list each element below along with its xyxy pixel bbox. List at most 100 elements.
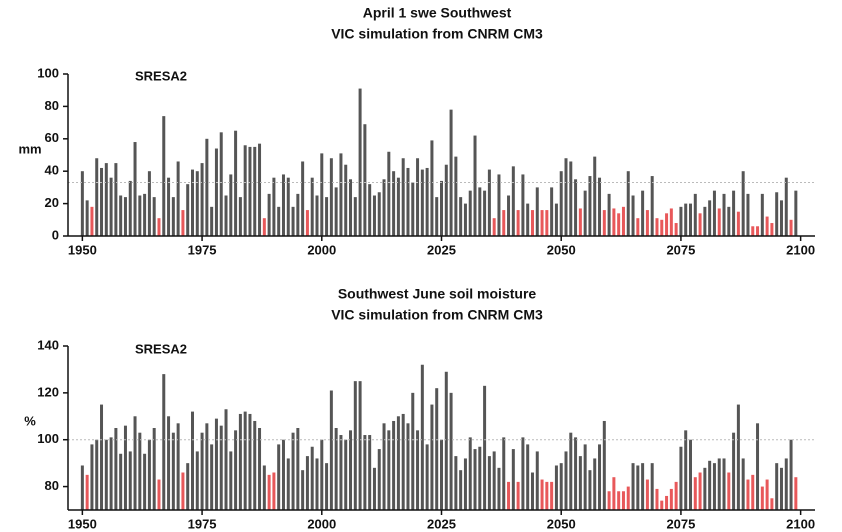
- bar: [349, 179, 353, 236]
- bar: [329, 158, 333, 236]
- bar: [277, 444, 281, 510]
- bar: [679, 206, 683, 236]
- bar: [540, 210, 544, 236]
- bar: [530, 472, 534, 510]
- bar: [703, 206, 707, 236]
- bar: [617, 491, 621, 510]
- bar: [210, 206, 214, 236]
- bar: [147, 439, 151, 510]
- bar: [171, 432, 175, 510]
- bar: [114, 428, 118, 510]
- bar: [741, 458, 745, 510]
- bar: [363, 124, 367, 236]
- bar: [133, 416, 137, 510]
- bar: [665, 495, 669, 510]
- bar: [449, 109, 453, 236]
- bar: [262, 218, 266, 236]
- bar: [559, 171, 563, 236]
- bar: [291, 432, 295, 510]
- bar: [425, 444, 429, 510]
- annotation: SRESA2: [135, 341, 187, 356]
- bar: [205, 423, 209, 510]
- bar: [281, 174, 285, 236]
- bar: [779, 467, 783, 510]
- bar: [708, 200, 712, 236]
- bar: [329, 390, 333, 510]
- bar: [483, 190, 487, 236]
- bar: [732, 432, 736, 510]
- bar: [396, 416, 400, 510]
- bar: [722, 458, 726, 510]
- y-axis-label: mm: [18, 141, 41, 156]
- bar: [746, 193, 750, 236]
- bar: [301, 470, 305, 510]
- bar: [665, 213, 669, 236]
- bar: [176, 161, 180, 236]
- bar: [607, 193, 611, 236]
- y-tick-label: 40: [45, 163, 59, 178]
- bar: [258, 143, 262, 236]
- bar: [358, 381, 362, 510]
- bar: [641, 463, 645, 510]
- bar: [689, 203, 692, 236]
- bar: [95, 439, 99, 510]
- y-tick-label: 60: [45, 130, 59, 145]
- bar: [310, 446, 314, 510]
- bar: [440, 439, 443, 510]
- bar: [224, 195, 228, 236]
- bar: [516, 210, 520, 236]
- x-tick-label: 2000: [307, 516, 336, 531]
- bar: [502, 437, 506, 510]
- bar: [186, 184, 190, 236]
- bar: [281, 439, 285, 510]
- bar: [588, 470, 592, 510]
- bar: [545, 481, 549, 510]
- bar: [760, 193, 764, 236]
- x-tick-label: 1950: [68, 242, 97, 257]
- bar: [195, 451, 199, 510]
- bar: [406, 167, 410, 236]
- bar: [320, 439, 324, 510]
- bar: [612, 208, 616, 236]
- bar: [669, 488, 673, 510]
- bar: [583, 190, 587, 236]
- bar: [200, 432, 204, 510]
- x-tick-label: 2075: [666, 242, 695, 257]
- bar: [85, 474, 89, 510]
- bar: [416, 430, 420, 510]
- bar: [377, 192, 381, 236]
- bar: [444, 371, 448, 510]
- bar: [85, 200, 89, 236]
- bar: [741, 171, 745, 236]
- bar: [698, 472, 702, 510]
- bar: [650, 463, 654, 510]
- x-tick-label: 1950: [68, 516, 97, 531]
- bar: [727, 472, 731, 510]
- bar: [100, 167, 104, 236]
- bar: [325, 463, 329, 510]
- bar: [234, 430, 238, 510]
- bar: [401, 413, 405, 510]
- bar: [751, 226, 755, 236]
- x-tick-label: 1975: [188, 516, 217, 531]
- bar: [631, 195, 635, 236]
- bar: [473, 135, 477, 236]
- bar: [463, 203, 467, 236]
- bar: [167, 177, 171, 236]
- bar: [229, 174, 233, 236]
- bar: [152, 197, 156, 236]
- bar: [310, 177, 314, 236]
- bar: [315, 195, 319, 236]
- bar: [253, 146, 257, 236]
- bar: [636, 218, 640, 236]
- y-tick-label: 140: [37, 337, 59, 352]
- bar: [751, 474, 755, 510]
- bar: [459, 470, 463, 510]
- bar: [621, 491, 625, 510]
- bar: [214, 418, 218, 510]
- bar: [617, 213, 621, 236]
- bar: [368, 184, 372, 236]
- bar: [789, 219, 793, 236]
- bar: [325, 197, 329, 236]
- bar: [128, 451, 132, 510]
